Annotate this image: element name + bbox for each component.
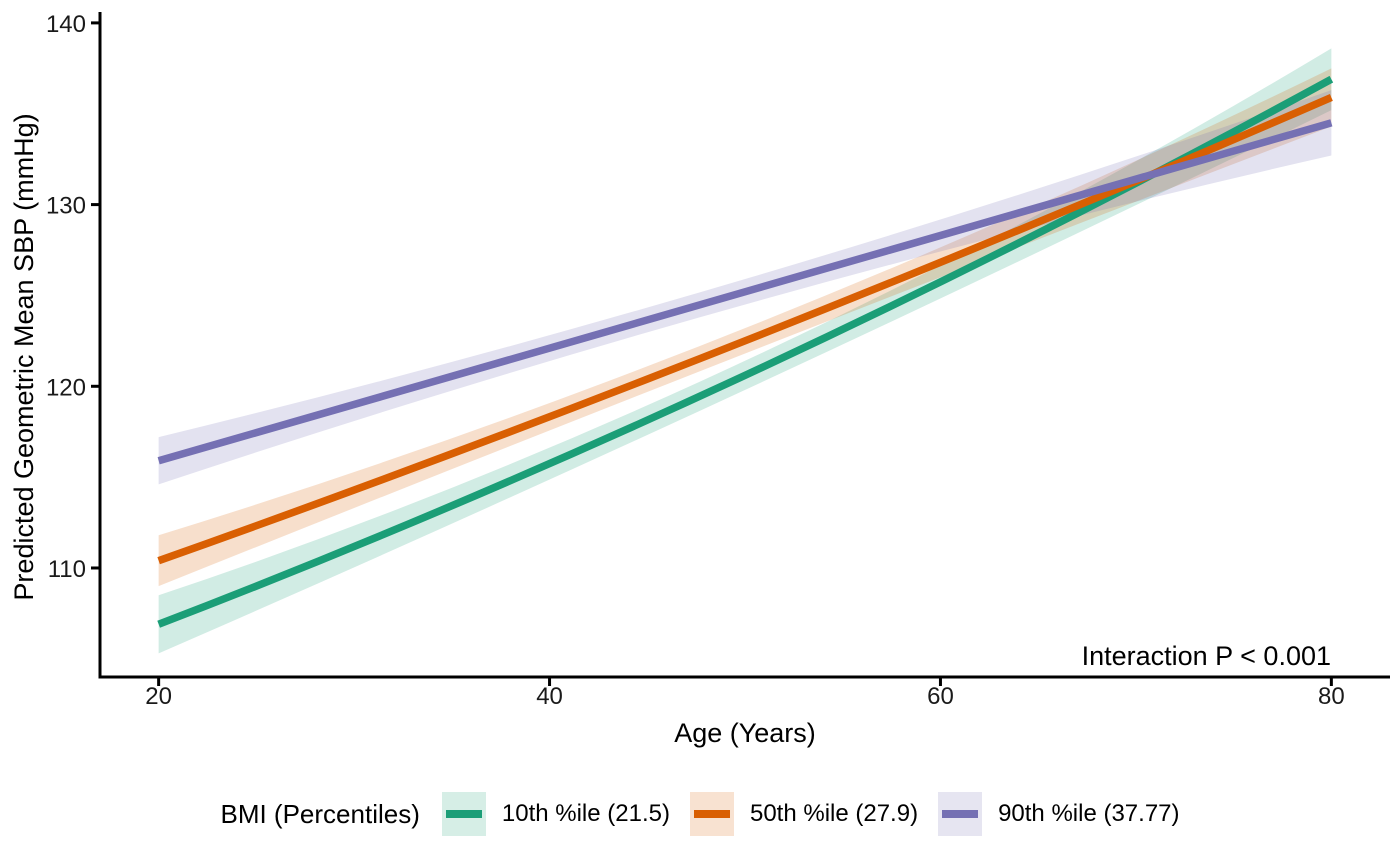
plot-area: 110 120 130 140 20 40 60 80 Predicted Geometri… xyxy=(9,11,1390,748)
legend-key-line-50th-icon xyxy=(693,810,730,818)
confidence-bands xyxy=(158,48,1332,654)
confidence-band-2 xyxy=(158,90,1332,485)
x-tick-label: 60 xyxy=(927,683,954,710)
legend-key-50th-icon xyxy=(689,792,734,836)
legend-label-10th: 10th %ile (21.5) xyxy=(501,800,670,827)
x-tick-label: 80 xyxy=(1318,683,1345,710)
y-axis-ticks: 110 120 130 140 xyxy=(46,11,100,583)
legend-key-90th-icon xyxy=(938,792,983,836)
legend-label-90th: 90th %ile (37.77) xyxy=(998,800,1180,827)
y-tick-label: 120 xyxy=(46,374,86,401)
confidence-band-1 xyxy=(158,68,1332,587)
legend-item-10th: 10th %ile (21.5) xyxy=(441,792,670,836)
x-tick-label: 20 xyxy=(145,683,172,710)
trend-lines xyxy=(157,75,1334,628)
legend-item-50th: 50th %ile (27.9) xyxy=(689,792,919,836)
legend-key-line-90th-icon xyxy=(942,810,979,818)
x-tick-label: 40 xyxy=(536,683,563,710)
y-axis-title: Predicted Geometric Mean SBP (mmHg) xyxy=(9,113,39,600)
legend-label-50th: 50th %ile (27.9) xyxy=(749,800,919,827)
trend-line-2 xyxy=(157,119,1333,465)
legend-title: BMI (Percentiles) xyxy=(220,798,420,829)
x-axis-title: Age (Years) xyxy=(674,718,816,748)
legend-key-10th-icon xyxy=(441,792,486,836)
legend-item-90th: 90th %ile (37.77) xyxy=(938,792,1180,836)
x-axis-ticks: 20 40 60 80 xyxy=(145,677,1345,710)
y-tick-label: 130 xyxy=(46,193,86,220)
legend: BMI (Percentiles) 10th %ile (21.5) 50th … xyxy=(0,786,1400,842)
y-tick-label: 140 xyxy=(46,11,86,38)
y-tick-label: 110 xyxy=(48,556,86,583)
legend-key-line-10th-icon xyxy=(445,810,482,818)
interaction-p-annotation: Interaction P < 0.001 xyxy=(1082,641,1331,671)
